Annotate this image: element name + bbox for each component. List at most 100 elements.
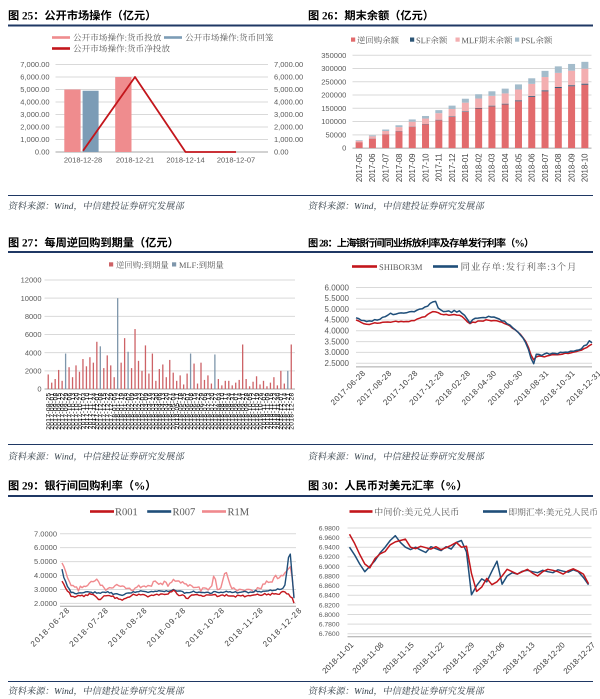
svg-text:2017-07: 2017-07: [382, 154, 391, 183]
svg-text:2017-12-22: 2017-12-22: [105, 393, 112, 430]
svg-text:4,000.00: 4,000.00: [20, 98, 49, 107]
svg-text:0.00: 0.00: [35, 148, 50, 157]
svg-text:2018-08-24: 2018-08-24: [226, 393, 233, 430]
svg-text:2018-08: 2018-08: [554, 154, 563, 183]
svg-text:2018-09-21: 2018-09-21: [240, 393, 247, 430]
svg-text:6.7800: 6.7800: [319, 621, 340, 628]
svg-text:3,000.00: 3,000.00: [20, 110, 49, 119]
svg-text:2018-11-02: 2018-11-02: [261, 393, 268, 430]
svg-text:2017-11: 2017-11: [435, 154, 444, 182]
svg-text:6.9200: 6.9200: [319, 554, 340, 561]
svg-text:5,000.00: 5,000.00: [274, 85, 303, 94]
svg-text:2018-08-03: 2018-08-03: [216, 393, 223, 430]
svg-text:2018-07: 2018-07: [541, 154, 550, 183]
svg-text:2018-04-27: 2018-04-27: [167, 393, 174, 430]
svg-text:6.9800: 6.9800: [319, 525, 340, 532]
svg-text:7.0000: 7.0000: [34, 529, 57, 538]
svg-text:2018-02: 2018-02: [474, 154, 483, 183]
svg-text:2017-09-15: 2017-09-15: [56, 393, 63, 430]
svg-text:300000: 300000: [321, 64, 346, 73]
svg-text:2018-12-28: 2018-12-28: [289, 393, 296, 430]
svg-text:2018-11-23: 2018-11-23: [271, 393, 278, 430]
svg-text:2000: 2000: [25, 366, 42, 375]
svg-text:2018-12-14: 2018-12-14: [282, 393, 289, 430]
svg-text:2017-09-01: 2017-09-01: [49, 393, 56, 430]
svg-text:6.0000: 6.0000: [34, 543, 57, 552]
svg-text:2017-06: 2017-06: [368, 154, 377, 183]
svg-text:2018-11-30: 2018-11-30: [275, 393, 282, 430]
svg-text:2017-08: 2017-08: [395, 154, 404, 183]
svg-text:2018-12-14: 2018-12-14: [166, 156, 204, 165]
svg-text:2018-10: 2018-10: [581, 153, 590, 182]
svg-text:1,000.00: 1,000.00: [20, 135, 49, 144]
svg-text:2018-05: 2018-05: [514, 153, 523, 182]
svg-text:1,000.00: 1,000.00: [274, 135, 303, 144]
svg-text:2018-05-04: 2018-05-04: [171, 393, 178, 430]
svg-text:2018-03: 2018-03: [488, 154, 497, 183]
svg-text:100000: 100000: [321, 117, 346, 126]
svg-text:2018-04-06: 2018-04-06: [157, 393, 164, 430]
svg-text:2018-01: 2018-01: [461, 154, 470, 183]
svg-text:10000: 10000: [21, 294, 42, 303]
svg-text:2017-12-08: 2017-12-08: [98, 393, 105, 430]
svg-text:2018-03-02: 2018-03-02: [139, 393, 146, 430]
svg-text:3.5000: 3.5000: [325, 337, 350, 346]
svg-text:12000: 12000: [21, 276, 42, 285]
svg-text:2018-10-05: 2018-10-05: [247, 393, 254, 430]
svg-text:2018-02-09: 2018-02-09: [129, 393, 136, 430]
svg-text:2018-12-21: 2018-12-21: [116, 156, 154, 165]
svg-text:2018-01-26: 2018-01-26: [122, 393, 129, 430]
svg-text:2017-08-25: 2017-08-25: [46, 393, 53, 430]
svg-text:2018-07-06: 2018-07-06: [202, 393, 209, 430]
svg-text:6.0000: 6.0000: [325, 283, 350, 292]
svg-text:2017-09-08: 2017-09-08: [53, 393, 60, 430]
svg-text:200000: 200000: [321, 91, 346, 100]
svg-text:2018-02-16: 2018-02-16: [132, 393, 139, 430]
svg-text:2017-10-13: 2017-10-13: [70, 393, 77, 430]
svg-text:2018-05-25: 2018-05-25: [181, 393, 188, 430]
svg-text:6.8800: 6.8800: [319, 573, 340, 580]
svg-text:4.0000: 4.0000: [34, 571, 57, 580]
svg-text:50000: 50000: [325, 130, 346, 139]
svg-text:2018-02-23: 2018-02-23: [136, 393, 143, 430]
svg-text:2017-12-29: 2017-12-29: [108, 393, 115, 430]
svg-text:2018-07-13: 2018-07-13: [205, 393, 212, 430]
svg-text:2018-06-01: 2018-06-01: [185, 393, 192, 430]
svg-text:2018-07-20: 2018-07-20: [209, 393, 216, 430]
svg-text:2017-10-06: 2017-10-06: [67, 393, 74, 430]
svg-text:2017-11-10: 2017-11-10: [84, 393, 91, 430]
svg-text:350000: 350000: [321, 51, 346, 60]
svg-text:2018-06: 2018-06: [528, 154, 537, 183]
svg-text:2018-06-29: 2018-06-29: [198, 393, 205, 430]
svg-text:2018-11-16: 2018-11-16: [268, 393, 275, 430]
svg-text:2018-08-10: 2018-08-10: [219, 393, 226, 430]
svg-text:6.8000: 6.8000: [319, 612, 340, 619]
svg-text:2017-09: 2017-09: [408, 154, 417, 183]
svg-text:2018-09-28: 2018-09-28: [244, 393, 251, 430]
svg-text:2.0000: 2.0000: [34, 599, 57, 608]
svg-text:2018-11-09: 2018-11-09: [264, 393, 271, 430]
svg-text:6.8600: 6.8600: [319, 583, 340, 590]
svg-text:6000: 6000: [25, 330, 42, 339]
svg-text:2018-06-08: 2018-06-08: [188, 393, 195, 430]
svg-text:2.5000: 2.5000: [325, 359, 350, 368]
svg-text:2017-11-17: 2017-11-17: [87, 393, 94, 430]
svg-text:3,000.00: 3,000.00: [274, 110, 303, 119]
svg-text:2017-09-29: 2017-09-29: [63, 393, 70, 430]
svg-text:0: 0: [342, 144, 346, 153]
svg-text:6.9600: 6.9600: [319, 535, 340, 542]
svg-text:2018-01-05: 2018-01-05: [112, 393, 119, 430]
svg-text:2018-12-07: 2018-12-07: [217, 156, 255, 165]
svg-text:2018-02-02: 2018-02-02: [126, 393, 133, 430]
svg-text:2018-03-23: 2018-03-23: [150, 393, 157, 430]
svg-text:2017-10-27: 2017-10-27: [77, 393, 84, 430]
svg-text:150000: 150000: [321, 104, 346, 113]
svg-text:2018-10-19: 2018-10-19: [254, 393, 261, 430]
svg-text:2018-04-13: 2018-04-13: [160, 393, 167, 430]
svg-text:6,000.00: 6,000.00: [20, 73, 49, 82]
svg-text:2017-12-01: 2017-12-01: [94, 393, 101, 430]
svg-text:2018-03-16: 2018-03-16: [146, 393, 153, 430]
svg-text:7,000.00: 7,000.00: [20, 60, 49, 69]
svg-text:2018-10-12: 2018-10-12: [251, 393, 258, 430]
svg-text:2018-04-20: 2018-04-20: [164, 393, 171, 430]
